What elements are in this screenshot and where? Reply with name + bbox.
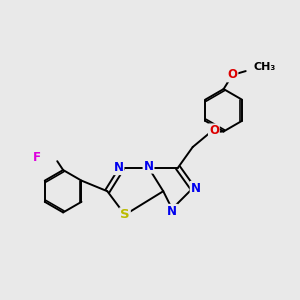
Text: CH₃: CH₃ <box>253 62 275 72</box>
Text: F: F <box>33 151 41 164</box>
Text: N: N <box>143 160 154 173</box>
Text: O: O <box>227 68 237 81</box>
Text: S: S <box>120 208 130 221</box>
Text: O: O <box>209 124 219 137</box>
Text: N: N <box>190 182 201 195</box>
Text: N: N <box>167 205 177 218</box>
Text: N: N <box>113 161 124 174</box>
